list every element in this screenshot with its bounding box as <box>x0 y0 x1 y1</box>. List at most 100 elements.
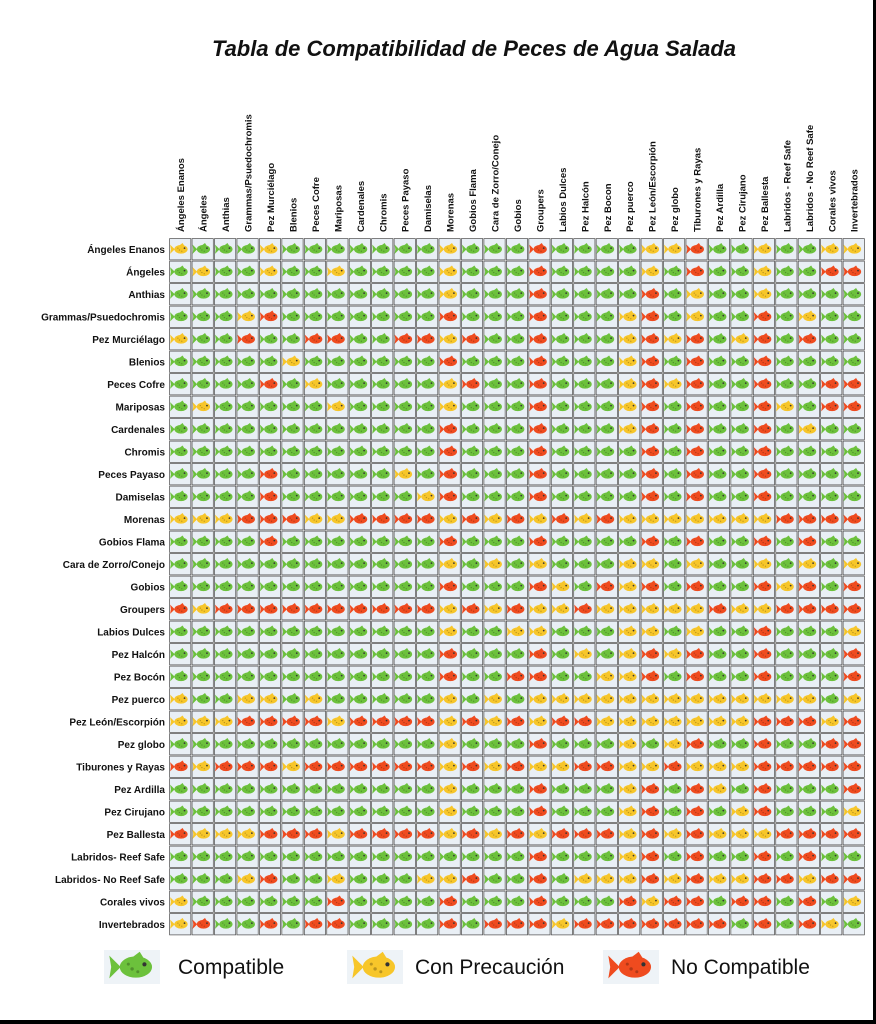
compatibility-grid: Ángeles Enanos Ángeles Anthias Grammas/Psue… <box>41 114 865 936</box>
fish-marker <box>192 288 211 299</box>
fish-marker <box>506 265 525 277</box>
fish-marker <box>439 265 458 277</box>
fish-marker <box>798 288 817 299</box>
fish-marker <box>641 310 660 322</box>
fish-marker <box>394 333 413 344</box>
fish-marker <box>237 378 255 389</box>
fish-marker <box>551 378 570 389</box>
fish-marker <box>259 355 278 367</box>
fish-marker <box>663 310 682 322</box>
fish-marker <box>686 243 704 254</box>
fish-marker <box>327 355 345 367</box>
fish-marker <box>461 355 480 367</box>
fish-marker <box>641 288 660 299</box>
fish-marker <box>372 243 390 254</box>
fish-marker <box>349 310 368 322</box>
fish-marker <box>439 243 458 254</box>
fish-marker <box>349 333 368 344</box>
fish-marker <box>484 355 502 367</box>
fish-marker <box>349 378 368 389</box>
column-header: Groupers <box>535 189 546 232</box>
column-header: Damiselas <box>423 185 434 232</box>
fish-marker <box>417 288 435 299</box>
fish-marker <box>439 310 458 322</box>
column-header: Ángeles Enanos <box>176 158 187 232</box>
fish-marker <box>821 355 839 367</box>
fish-marker <box>417 310 435 322</box>
column-header: Cardenales <box>356 181 367 232</box>
fish-marker <box>821 265 839 277</box>
fish-marker <box>574 265 592 277</box>
fish-marker <box>551 243 570 254</box>
row-label: Labios Dulces <box>97 627 165 638</box>
fish-marker <box>753 288 772 299</box>
row-label: Damiselas <box>116 492 166 503</box>
fish-marker <box>506 355 525 367</box>
row-label: Pez Bocón <box>114 672 165 683</box>
row-label: Pez globo <box>118 740 165 751</box>
fish-marker <box>327 310 345 322</box>
fish-marker <box>776 288 794 299</box>
fish-marker <box>417 333 435 344</box>
column-header: Pez puerco <box>625 181 636 232</box>
fish-marker <box>776 355 794 367</box>
fish-marker <box>484 288 502 299</box>
fish-marker <box>663 243 682 254</box>
fish-marker <box>170 333 188 344</box>
fish-marker <box>372 355 390 367</box>
fish-marker <box>237 355 255 367</box>
fish-marker <box>821 243 839 254</box>
row-label: Pez Halcón <box>112 650 165 661</box>
row-label: Ángeles <box>126 265 165 278</box>
fish-marker <box>731 265 749 277</box>
fish-marker <box>731 310 749 322</box>
row-label: Corales vivos <box>100 897 165 908</box>
fish-marker <box>461 378 480 389</box>
fish-marker <box>484 333 502 344</box>
fish-marker <box>574 355 592 367</box>
fish-marker <box>619 288 637 299</box>
fish-marker <box>282 243 300 254</box>
legend-label-not-compatible: No Compatible <box>671 956 810 979</box>
fish-marker <box>259 243 278 254</box>
column-header: Pez Cirujano <box>737 174 748 232</box>
column-header: Tiburones y Rayas <box>693 148 704 232</box>
column-header: Labios Dulces <box>558 168 569 232</box>
column-header: Invertebrados <box>850 169 861 232</box>
fish-marker <box>708 288 727 299</box>
fish-marker <box>529 355 547 367</box>
fish-marker <box>506 310 525 322</box>
column-header: Chromis <box>378 193 389 232</box>
row-label: Groupers <box>120 605 165 616</box>
fish-marker <box>551 310 570 322</box>
row-label: Cardenales <box>111 425 165 436</box>
fish-marker <box>686 288 704 299</box>
fish-marker <box>551 288 570 299</box>
fish-marker <box>304 288 323 299</box>
fish-marker <box>798 355 817 367</box>
column-header: Pez Murciélago <box>266 163 277 232</box>
fish-marker <box>170 355 188 367</box>
fish-marker <box>192 355 211 367</box>
fish-marker <box>686 265 704 277</box>
fish-marker <box>372 378 390 389</box>
row-label: Pez puerco <box>112 695 165 706</box>
fish-marker <box>776 310 794 322</box>
fish-marker <box>686 333 704 344</box>
column-header: Corales vivos <box>827 170 838 232</box>
fish-marker <box>753 243 772 254</box>
column-header: Pez León/Escorpión <box>648 141 659 232</box>
fish-marker <box>641 265 660 277</box>
row-label: Chromis <box>124 447 165 458</box>
column-header: Gobios <box>513 199 524 232</box>
fish-marker <box>663 288 682 299</box>
row-label: Labridos- Reef Safe <box>71 852 165 863</box>
fish-marker <box>753 333 772 344</box>
row-label: Peces Cofre <box>107 380 165 391</box>
fish-marker <box>574 333 592 344</box>
yellow-fish-icon <box>347 950 403 984</box>
fish-marker <box>304 310 323 322</box>
fish-marker <box>529 333 547 344</box>
fish-marker <box>574 310 592 322</box>
